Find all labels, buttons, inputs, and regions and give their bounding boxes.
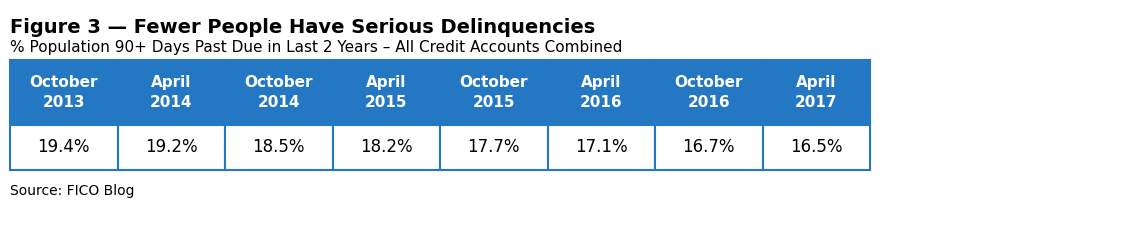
Text: Source: FICO Blog: Source: FICO Blog xyxy=(10,184,134,198)
Text: 17.7%: 17.7% xyxy=(468,138,520,157)
Text: 18.2%: 18.2% xyxy=(360,138,413,157)
Bar xyxy=(332,60,440,125)
Text: April
2015: April 2015 xyxy=(364,75,408,110)
Bar xyxy=(656,60,762,125)
Text: Figure 3 — Fewer People Have Serious Delinquencies: Figure 3 — Fewer People Have Serious Del… xyxy=(10,18,595,37)
Bar xyxy=(762,60,870,125)
Text: October
2016: October 2016 xyxy=(675,75,743,110)
Bar xyxy=(440,60,548,125)
Text: April
2017: April 2017 xyxy=(795,75,838,110)
Text: 19.4%: 19.4% xyxy=(38,138,91,157)
Text: 16.5%: 16.5% xyxy=(790,138,842,157)
Bar xyxy=(548,125,656,170)
Text: October
2015: October 2015 xyxy=(460,75,528,110)
Text: 16.7%: 16.7% xyxy=(683,138,735,157)
Bar xyxy=(548,60,656,125)
Text: % Population 90+ Days Past Due in Last 2 Years – All Credit Accounts Combined: % Population 90+ Days Past Due in Last 2… xyxy=(10,40,622,55)
Bar xyxy=(332,125,440,170)
Bar xyxy=(762,125,870,170)
Bar xyxy=(656,125,762,170)
Text: April
2014: April 2014 xyxy=(150,75,193,110)
Text: October
2013: October 2013 xyxy=(30,75,99,110)
Text: 17.1%: 17.1% xyxy=(575,138,628,157)
Text: April
2016: April 2016 xyxy=(580,75,622,110)
Bar xyxy=(225,125,332,170)
Text: October
2014: October 2014 xyxy=(244,75,313,110)
Bar xyxy=(225,60,332,125)
Bar xyxy=(10,125,118,170)
Text: 18.5%: 18.5% xyxy=(252,138,305,157)
Bar xyxy=(118,60,225,125)
Bar xyxy=(10,60,118,125)
Text: 19.2%: 19.2% xyxy=(144,138,197,157)
Bar xyxy=(118,125,225,170)
Bar xyxy=(440,125,548,170)
